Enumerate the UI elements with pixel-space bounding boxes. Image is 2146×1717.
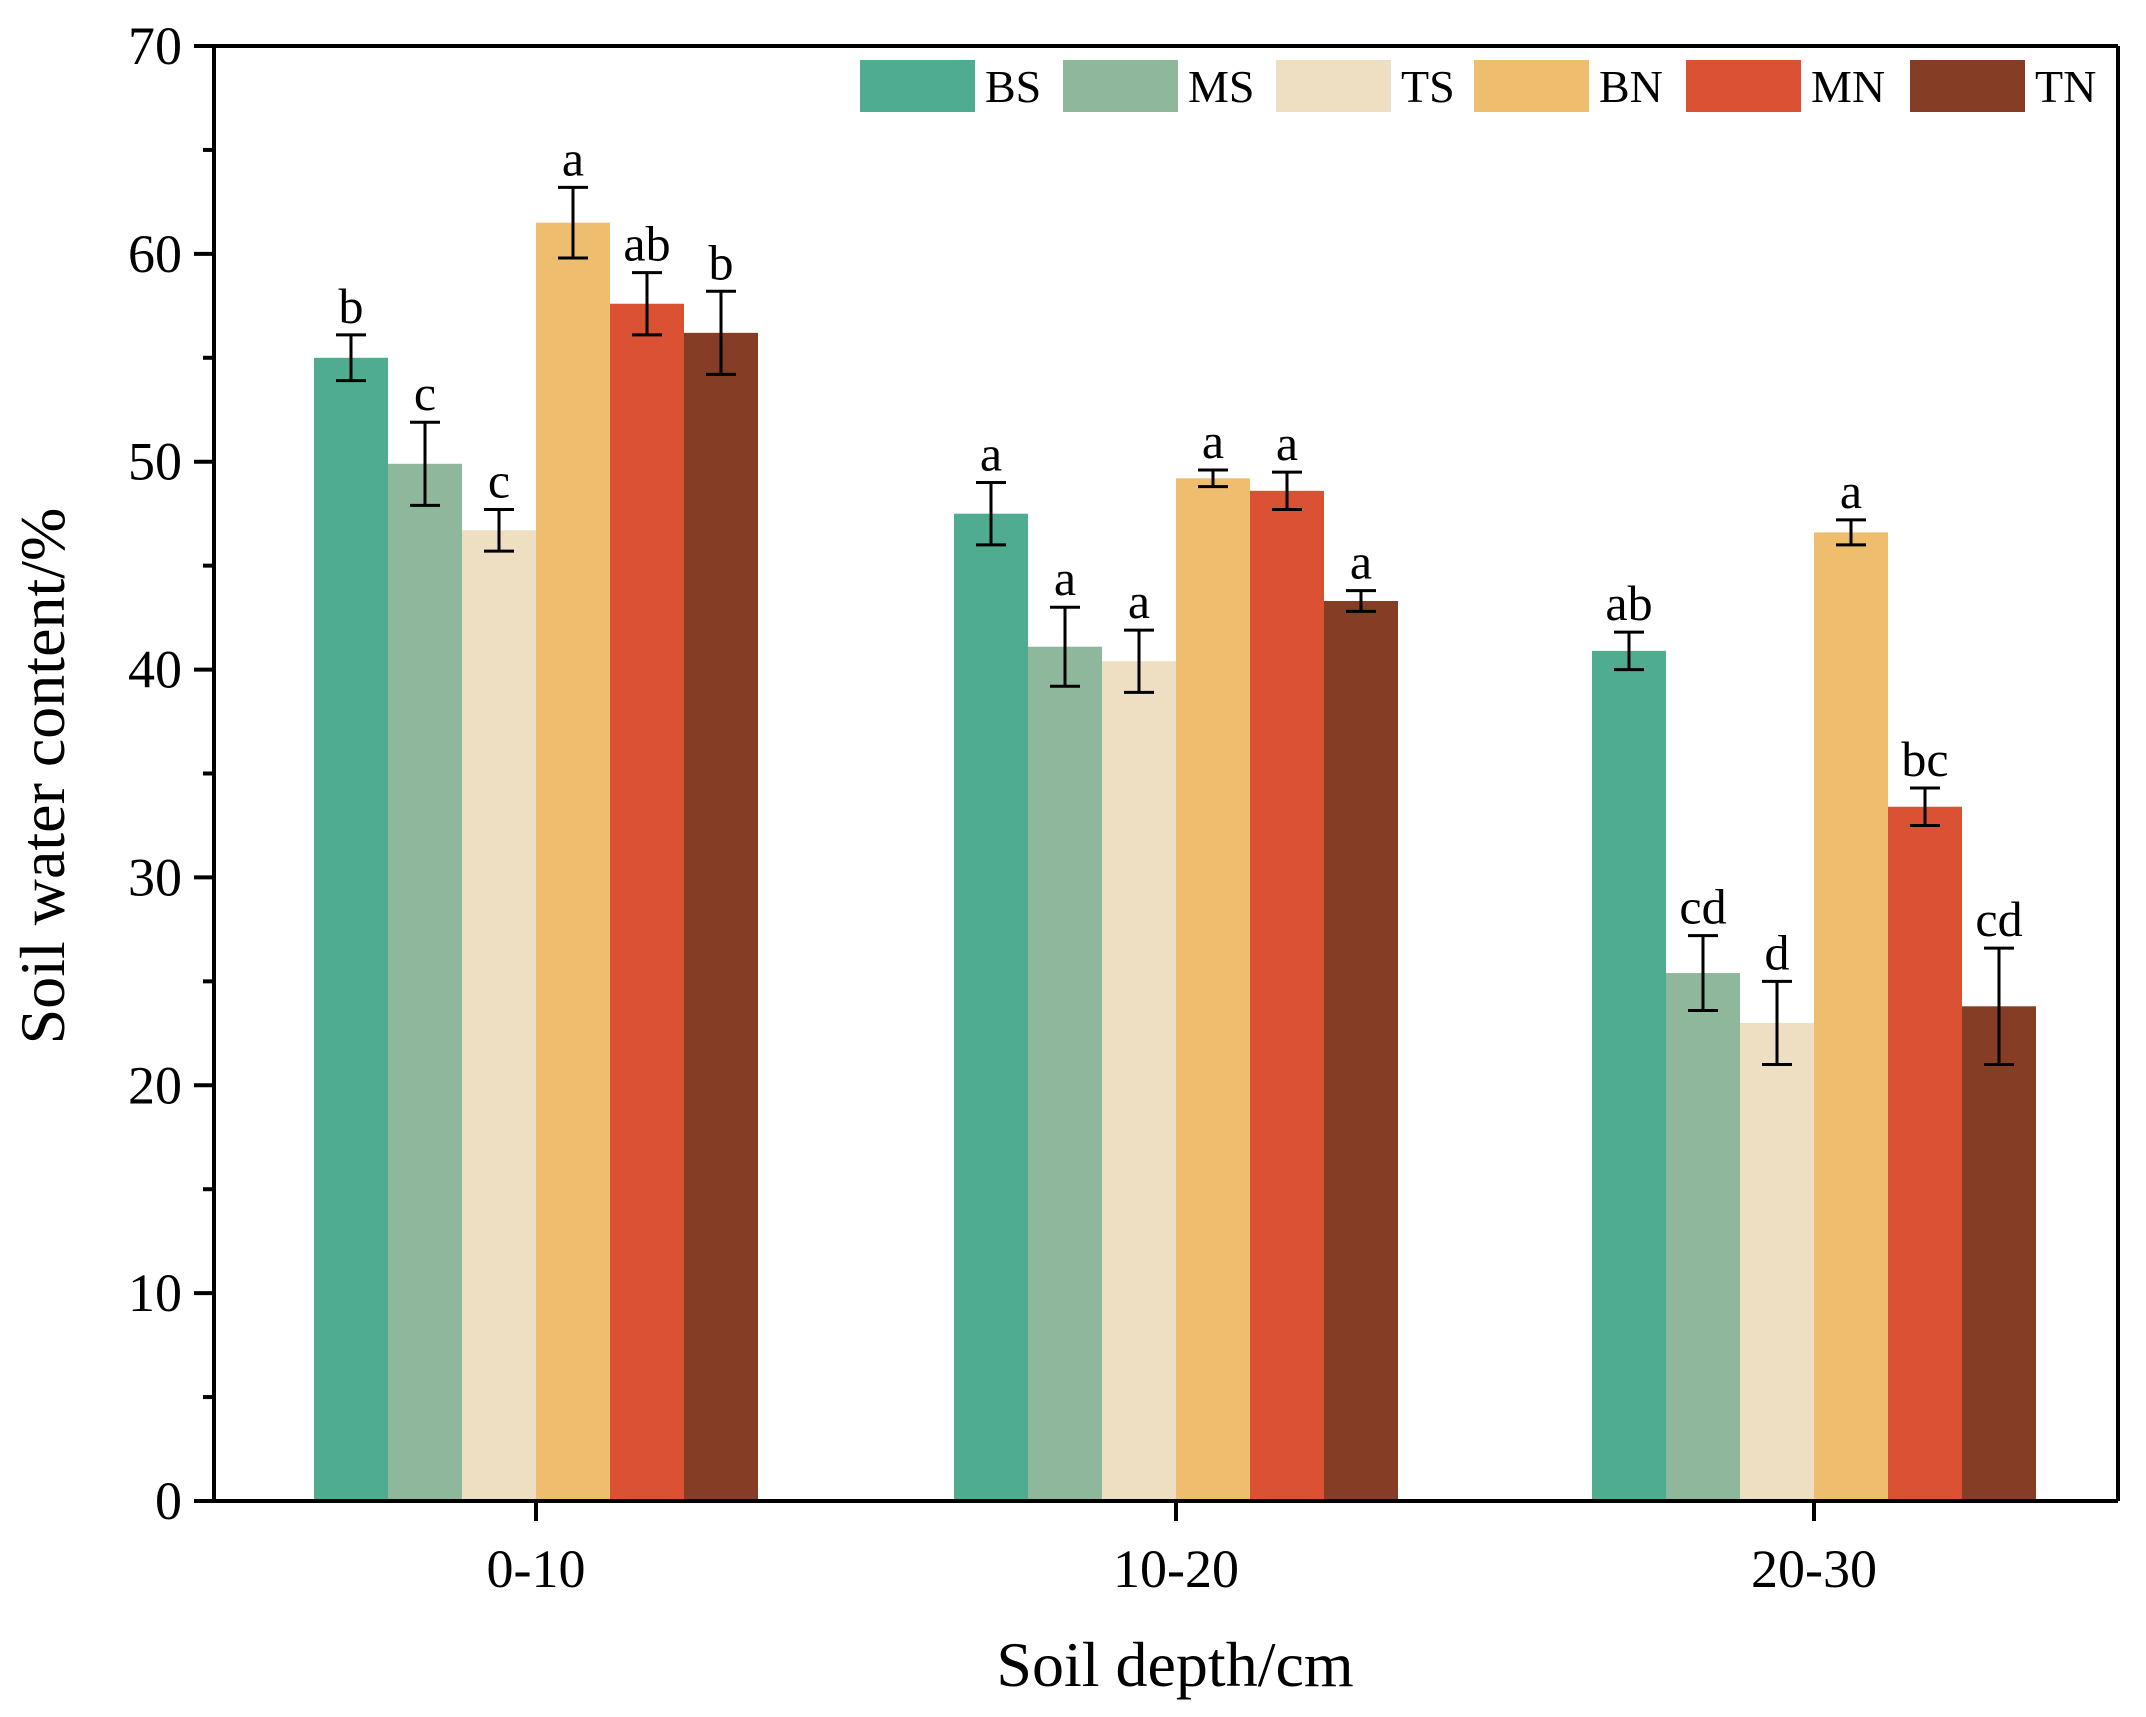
- significance-label-MN-10-20: a: [1276, 415, 1298, 471]
- significance-label-TS-0-10: c: [488, 453, 510, 509]
- significance-label-MS-20-30: cd: [1679, 879, 1726, 935]
- y-tick-label-50: 50: [128, 432, 182, 492]
- legend-label-MS: MS: [1188, 61, 1254, 112]
- axis-layer: 0 10 20 30 40 50 60 70 0-10 10-20 20-30: [128, 16, 2120, 1599]
- legend-swatch-TS: [1276, 60, 1391, 112]
- legend-label-TS: TS: [1401, 61, 1455, 112]
- bar-TN-0-10: [684, 332, 758, 1501]
- bar-MS-0-10: [388, 463, 462, 1501]
- bar-BS-20-30: [1592, 650, 1666, 1501]
- x-tick-label-20-30: 20-30: [1751, 1539, 1877, 1599]
- y-tick-label-40: 40: [128, 640, 182, 700]
- legend-swatch-TN: [1910, 60, 2025, 112]
- legend-label-TN: TN: [2035, 61, 2096, 112]
- y-tick-label-70: 70: [128, 16, 182, 76]
- bar-BN-10-20: [1176, 478, 1250, 1501]
- x-axis-title: Soil depth/cm: [996, 1629, 1353, 1700]
- y-axis-title: Soil water content/%: [7, 508, 78, 1045]
- significance-label-BN-10-20: a: [1202, 413, 1224, 469]
- significance-label-MS-10-20: a: [1054, 550, 1076, 606]
- bar-MS-20-30: [1666, 973, 1740, 1501]
- y-tick-label-0: 0: [155, 1471, 182, 1531]
- significance-label-MS-0-10: c: [414, 365, 436, 421]
- bar-BS-10-20: [954, 513, 1028, 1501]
- significance-label-TS-20-30: d: [1765, 924, 1790, 980]
- bar-MS-10-20: [1028, 646, 1102, 1501]
- bar-BN-20-30: [1814, 532, 1888, 1501]
- legend-label-BN: BN: [1599, 61, 1663, 112]
- significance-label-MN-0-10: ab: [623, 216, 670, 272]
- significance-label-BN-0-10: a: [562, 130, 584, 186]
- significance-label-TS-10-20: a: [1128, 573, 1150, 629]
- significance-label-TN-0-10: b: [709, 234, 734, 290]
- bar-TS-0-10: [462, 530, 536, 1501]
- bar-TN-10-20: [1324, 600, 1398, 1501]
- legend-swatch-BS: [860, 60, 975, 112]
- legend-label-BS: BS: [985, 61, 1041, 112]
- x-tick-label-0-10: 0-10: [487, 1539, 586, 1599]
- legend: BS MS TS BN MN TN: [860, 60, 2096, 112]
- significance-label-MN-20-30: bc: [1901, 731, 1948, 787]
- bar-MN-20-30: [1888, 806, 1962, 1501]
- significance-label-BN-20-30: a: [1840, 463, 1862, 519]
- legend-swatch-MS: [1063, 60, 1178, 112]
- legend-swatch-BN: [1474, 60, 1589, 112]
- y-tick-label-30: 30: [128, 847, 182, 907]
- significance-label-BS-10-20: a: [980, 426, 1002, 482]
- bar-BN-0-10: [536, 222, 610, 1501]
- significance-label-BS-0-10: b: [339, 278, 364, 334]
- bar-TS-20-30: [1740, 1022, 1814, 1501]
- bar-BS-0-10: [314, 357, 388, 1502]
- significance-label-TN-10-20: a: [1350, 534, 1372, 590]
- bar-MN-0-10: [610, 303, 684, 1501]
- bar-MN-10-20: [1250, 490, 1324, 1501]
- bar-TN-20-30: [1962, 1006, 2036, 1501]
- x-tick-label-10-20: 10-20: [1113, 1539, 1239, 1599]
- legend-swatch-MN: [1686, 60, 1801, 112]
- bar-TS-10-20: [1102, 661, 1176, 1501]
- y-tick-label-20: 20: [128, 1055, 182, 1115]
- legend-label-MN: MN: [1811, 61, 1885, 112]
- y-tick-label-10: 10: [128, 1263, 182, 1323]
- significance-label-BS-20-30: ab: [1605, 575, 1652, 631]
- significance-label-TN-20-30: cd: [1975, 891, 2022, 947]
- y-tick-label-60: 60: [128, 224, 182, 284]
